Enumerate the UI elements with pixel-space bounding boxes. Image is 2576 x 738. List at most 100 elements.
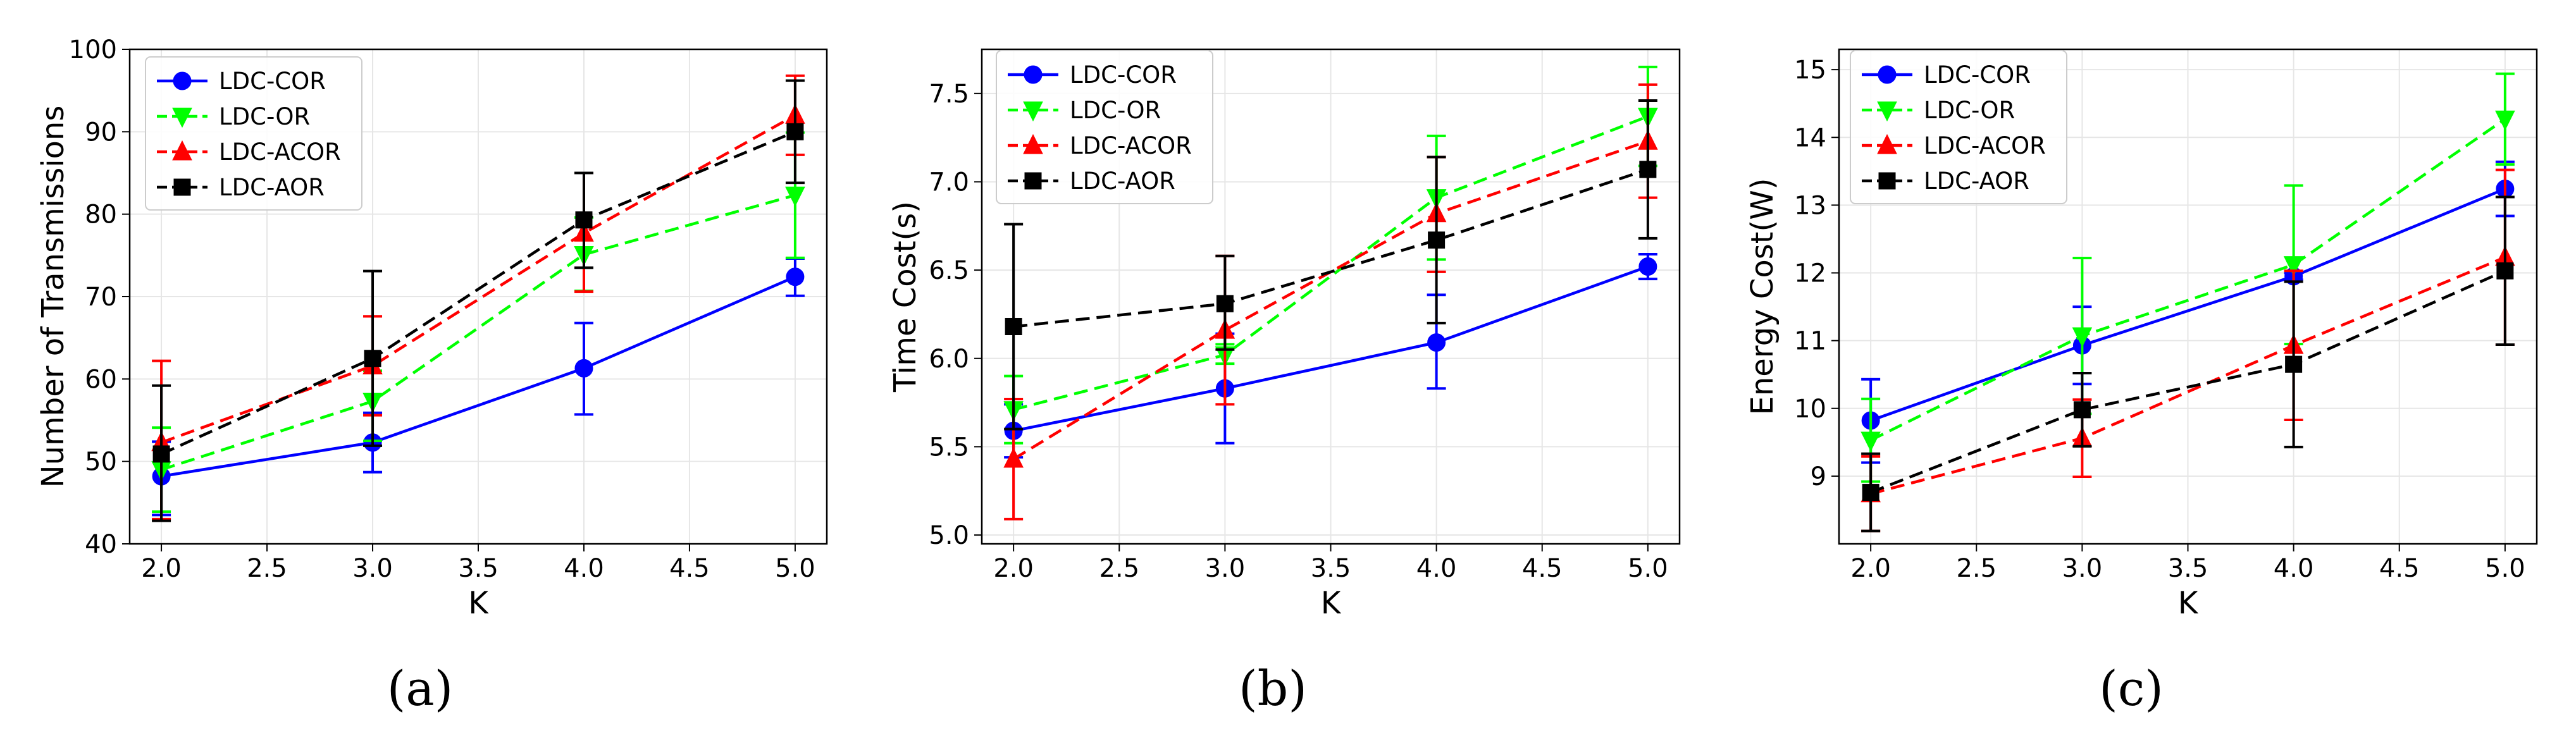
x-tick-label: 4.5 [2379, 554, 2420, 583]
x-tick-label: 4.5 [669, 554, 710, 583]
data-point [1003, 447, 1024, 468]
data-point [1428, 231, 1446, 249]
data-point [2072, 327, 2093, 348]
panel-c: 2.0 2.5 3.0 3.5 4.0 4.5 5.0 9 10 11 12 13 14 15 K Energ… [1745, 48, 2538, 621]
x-tick-label: 3.0 [352, 554, 393, 583]
axes-frame [128, 48, 828, 545]
data-point [364, 350, 381, 367]
x-tick-label: 2.5 [1956, 554, 1997, 583]
data-point [2496, 262, 2514, 280]
series-line [1870, 118, 2506, 442]
x-tick-label: 3.5 [458, 554, 498, 583]
legend-label: LDC-COR [219, 68, 326, 95]
y-tick-label: 50 [85, 448, 117, 477]
series-ldc-aor [1004, 99, 1657, 431]
panel-b: 2.0 2.5 3.0 3.5 4.0 4.5 5.0 5.0 5.5 6.0 6.5 7.0 7.5 K… [888, 48, 1681, 621]
y-tick-label: 80 [85, 200, 117, 230]
data-point [2285, 355, 2303, 373]
legend-label: LDC-OR [1924, 97, 2015, 124]
series-line [1870, 255, 2506, 495]
legend-label: LDC-OR [219, 103, 310, 130]
x-axis-label: K [468, 586, 489, 621]
series-ldc-aor [1861, 195, 2515, 532]
data-point [2495, 110, 2515, 131]
series-ldc-aor [152, 79, 805, 522]
legend-label: LDC-ACOR [219, 138, 341, 166]
series-line [1870, 187, 2506, 422]
x-axis-label: K [2178, 586, 2199, 621]
panel-a: 2.0 2.5 3.0 3.5 4.0 4.5 5.0 40 50 60 70 80 90 100 K Num… [35, 35, 828, 621]
x-tick-label: 5.0 [1628, 554, 1668, 583]
y-tick-label: 11 [1794, 327, 1826, 356]
x-tick-label: 4.5 [1522, 554, 1563, 583]
x-tick-label: 2.0 [141, 554, 182, 583]
data-point [1862, 484, 1879, 501]
y-axis-label: Number of Transmissions [35, 106, 71, 488]
y-tick-label: 60 [85, 365, 117, 394]
data-point [786, 268, 805, 286]
y-tick-label: 10 [1794, 395, 1826, 424]
x-axis-label: K [1321, 586, 1342, 621]
legend-swatch-marker [172, 140, 192, 161]
y-tick-label: 13 [1794, 191, 1826, 220]
x-tick-label: 3.0 [1205, 554, 1246, 583]
caption-c: (c) [2099, 660, 2164, 716]
y-tick-label: 9 [1811, 462, 1826, 491]
x-tick-label: 2.0 [1850, 554, 1891, 583]
caption-b: (b) [1239, 660, 1307, 716]
data-point [1638, 257, 1657, 276]
legend-swatch-marker [173, 178, 191, 196]
legend-swatch-marker [1024, 172, 1042, 190]
data-point [1639, 161, 1657, 178]
data-point [786, 123, 804, 140]
legend-box [1850, 50, 2067, 204]
data-point [1427, 333, 1446, 352]
legend-swatch-marker [1023, 101, 1043, 122]
data-point [152, 445, 170, 463]
axes-frame [981, 48, 1681, 545]
legend-box [145, 56, 362, 211]
legend-swatch-marker [172, 108, 192, 128]
y-axis-label: Energy Cost(W) [1745, 178, 1780, 415]
y-tick-label: 6.0 [929, 345, 969, 374]
series-line [1013, 168, 1649, 328]
legend-label: LDC-AOR [219, 174, 325, 201]
x-tick-label: 4.0 [564, 554, 604, 583]
y-tick-label: 40 [85, 530, 117, 559]
x-tick-label: 3.0 [2062, 554, 2103, 583]
legend-swatch-marker [1878, 172, 1896, 190]
series-line [1870, 269, 2506, 494]
data-point [1861, 431, 1881, 452]
legend-label: LDC-ACOR [1924, 132, 2046, 159]
legend-label: LDC-OR [1070, 97, 1161, 124]
series-line [161, 194, 796, 471]
y-tick-label: 12 [1794, 259, 1826, 288]
y-tick-label: 5.5 [929, 433, 969, 462]
y-tick-label: 15 [1794, 56, 1826, 85]
x-tick-label: 2.5 [1099, 554, 1139, 583]
y-tick-label: 7.5 [929, 80, 969, 109]
x-tick-label: 5.0 [2485, 554, 2525, 583]
y-tick-label: 14 [1794, 123, 1826, 152]
data-point [575, 211, 593, 229]
legend-swatch-marker [1877, 101, 1897, 122]
legend-label: LDC-AOR [1924, 168, 2029, 195]
data-point [2073, 401, 2091, 419]
data-point [1005, 317, 1022, 335]
data-point [2283, 256, 2304, 276]
legend-label: LDC-AOR [1070, 168, 1175, 195]
legend: LDC-COR LDC-OR LDC-ACOR LDC-AOR [1850, 50, 2067, 204]
series-line [161, 130, 796, 455]
y-tick-label: 6.5 [929, 256, 969, 285]
series-line [161, 114, 796, 444]
series-line [1013, 115, 1649, 411]
axes-frame [1838, 48, 2538, 545]
x-tick-label: 4.0 [2274, 554, 2314, 583]
legend-box [996, 50, 1213, 204]
caption-a: (a) [387, 660, 454, 716]
legend-label: LDC-COR [1924, 61, 2031, 89]
legend-swatch-marker [1877, 133, 1897, 154]
x-tick-label: 2.0 [993, 554, 1034, 583]
series-line [161, 275, 796, 478]
